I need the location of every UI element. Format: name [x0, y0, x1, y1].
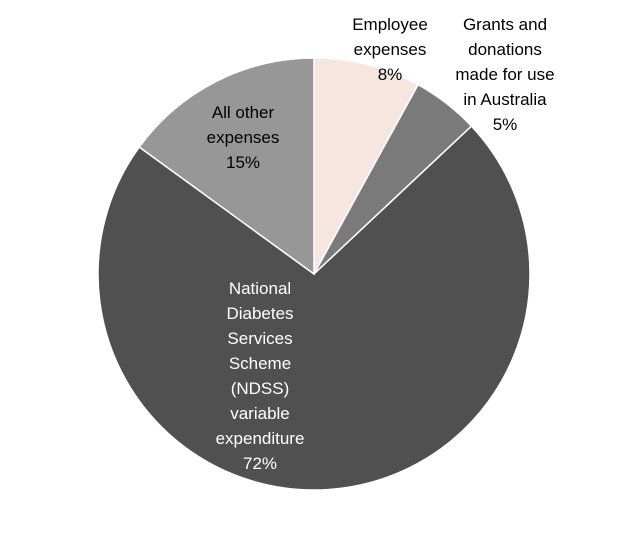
slice-label: Grants and donations made for use in Austra…	[455, 15, 554, 134]
slice-name-line: Diabetes	[226, 304, 293, 323]
slice-name-line: variable	[230, 404, 290, 423]
slices-layer	[97, 57, 531, 491]
labels-layer: Employee expenses 8% Grants and donations mad…	[207, 15, 555, 473]
pie-slice	[138, 57, 315, 276]
slice-name-line: (NDSS)	[231, 379, 290, 398]
slice-name-line: in Australia	[463, 90, 547, 109]
slice-name-line: All other	[212, 103, 275, 122]
slice-name-line: made for use	[455, 65, 554, 84]
slice-label: All other expenses 15%	[207, 103, 280, 172]
slice-name-line: Employee	[352, 15, 428, 34]
slice-value-label: 5%	[493, 115, 518, 134]
pie-slice	[97, 125, 531, 491]
slice-name-line: expenses	[207, 128, 280, 147]
slice-label: National Diabetes Services Scheme (NDSS) vari…	[216, 279, 305, 473]
slice-value-label: 72%	[243, 454, 277, 473]
slice-name-line: Services	[227, 329, 292, 348]
slice-name-line: Grants and	[463, 15, 547, 34]
pie-slice	[313, 57, 420, 275]
slice-name-line: National	[229, 279, 291, 298]
slice-name-line: expenditure	[216, 429, 305, 448]
slice-name-line: donations	[468, 40, 542, 59]
slice-value-label: 15%	[226, 153, 260, 172]
slice-name-line: expenses	[354, 40, 427, 59]
slice-value-label: 8%	[378, 65, 403, 84]
slice-name-line: Scheme	[229, 354, 291, 373]
slice-label: Employee expenses 8%	[352, 15, 428, 84]
